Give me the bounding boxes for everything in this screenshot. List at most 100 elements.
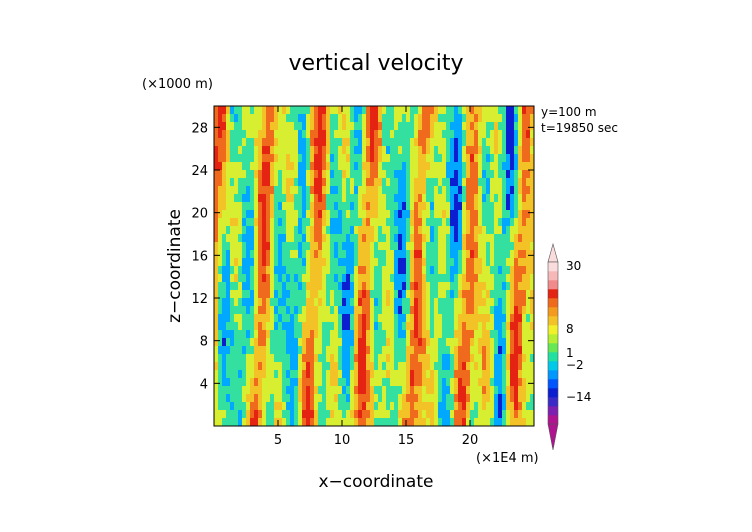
heatmap-cell — [278, 306, 283, 315]
heatmap-cell — [386, 354, 391, 363]
heatmap-cell — [226, 282, 231, 291]
heatmap-cell — [386, 290, 391, 299]
heatmap-cell — [422, 226, 427, 235]
heatmap-cell — [222, 330, 227, 339]
heatmap-cell — [506, 402, 511, 411]
heatmap-cell — [450, 122, 455, 131]
heatmap-cell — [470, 322, 475, 331]
heatmap-cell — [330, 122, 335, 131]
heatmap-cell — [418, 394, 423, 403]
heatmap-cell — [530, 218, 534, 227]
heatmap-cell — [446, 138, 451, 147]
heatmap-cell — [346, 418, 351, 426]
heatmap-cell — [358, 194, 363, 203]
heatmap-cell — [314, 314, 319, 323]
heatmap-cell — [490, 106, 495, 115]
heatmap-cell — [446, 322, 451, 331]
heatmap-cell — [438, 378, 443, 387]
heatmap-cell — [466, 138, 471, 147]
heatmap-cell — [318, 106, 323, 115]
heatmap-cell — [274, 162, 279, 171]
heatmap-cell — [302, 218, 307, 227]
heatmap-cell — [378, 178, 383, 187]
heatmap-cell — [214, 370, 219, 379]
heatmap-cell — [218, 146, 223, 155]
heatmap-cell — [382, 170, 387, 179]
heatmap-cell — [246, 146, 251, 155]
heatmap-cell — [290, 370, 295, 379]
heatmap-cell — [362, 274, 367, 283]
heatmap-cell — [326, 338, 331, 347]
heatmap-cell — [486, 338, 491, 347]
heatmap-cell — [358, 362, 363, 371]
annotation-y: y=100 m — [541, 105, 597, 119]
heatmap-cell — [226, 130, 231, 139]
heatmap-cell — [506, 162, 511, 171]
heatmap-cell — [422, 162, 427, 171]
heatmap-cell — [226, 226, 231, 235]
heatmap-cell — [258, 186, 263, 195]
heatmap-cell — [290, 322, 295, 331]
heatmap-cell — [386, 162, 391, 171]
heatmap-cell — [422, 194, 427, 203]
heatmap-cell — [362, 282, 367, 291]
heatmap-cell — [354, 314, 359, 323]
heatmap-cell — [326, 386, 331, 395]
heatmap-cell — [310, 306, 315, 315]
heatmap-cell — [358, 338, 363, 347]
heatmap-cell — [422, 114, 427, 123]
heatmap-cell — [378, 242, 383, 251]
heatmap-cell — [414, 394, 419, 403]
heatmap-cell — [486, 386, 491, 395]
heatmap-cell — [282, 154, 287, 163]
heatmap-cell — [350, 170, 355, 179]
heatmap-cell — [250, 250, 255, 259]
heatmap-cell — [338, 242, 343, 251]
heatmap-cell — [530, 258, 534, 267]
heatmap-cell — [242, 218, 247, 227]
heatmap-cell — [282, 306, 287, 315]
heatmap-cell — [526, 146, 531, 155]
heatmap-cell — [306, 114, 311, 123]
heatmap-cell — [454, 210, 459, 219]
heatmap-cell — [262, 226, 267, 235]
heatmap-cell — [242, 146, 247, 155]
heatmap-cell — [530, 290, 534, 299]
heatmap-cell — [530, 298, 534, 307]
heatmap-cell — [470, 106, 475, 115]
heatmap-cell — [234, 418, 239, 426]
heatmap-cell — [250, 218, 255, 227]
heatmap-cell — [246, 402, 251, 411]
heatmap-cell — [426, 370, 431, 379]
heatmap-cell — [222, 402, 227, 411]
heatmap-cell — [434, 346, 439, 355]
heatmap-cell — [290, 226, 295, 235]
heatmap-cell — [266, 394, 271, 403]
heatmap-cell — [374, 194, 379, 203]
heatmap-cell — [434, 330, 439, 339]
heatmap-cell — [458, 146, 463, 155]
heatmap-cell — [234, 178, 239, 187]
heatmap-cell — [406, 322, 411, 331]
heatmap-cell — [358, 314, 363, 323]
heatmap-cell — [450, 242, 455, 251]
heatmap-cell — [450, 138, 455, 147]
heatmap-cell — [470, 178, 475, 187]
heatmap-cell — [514, 354, 519, 363]
heatmap-cell — [318, 370, 323, 379]
heatmap-cell — [466, 410, 471, 419]
heatmap-cell — [366, 194, 371, 203]
heatmap-cell — [486, 178, 491, 187]
heatmap-cell — [430, 314, 435, 323]
heatmap-cell — [326, 298, 331, 307]
heatmap-cell — [314, 234, 319, 243]
heatmap-cell — [262, 418, 267, 426]
heatmap-cell — [390, 122, 395, 131]
heatmap-cell — [222, 218, 227, 227]
heatmap-cell — [418, 410, 423, 419]
heatmap-cell — [310, 114, 315, 123]
heatmap-cell — [470, 354, 475, 363]
heatmap-cell — [278, 234, 283, 243]
heatmap-cell — [426, 226, 431, 235]
heatmap-cell — [262, 346, 267, 355]
